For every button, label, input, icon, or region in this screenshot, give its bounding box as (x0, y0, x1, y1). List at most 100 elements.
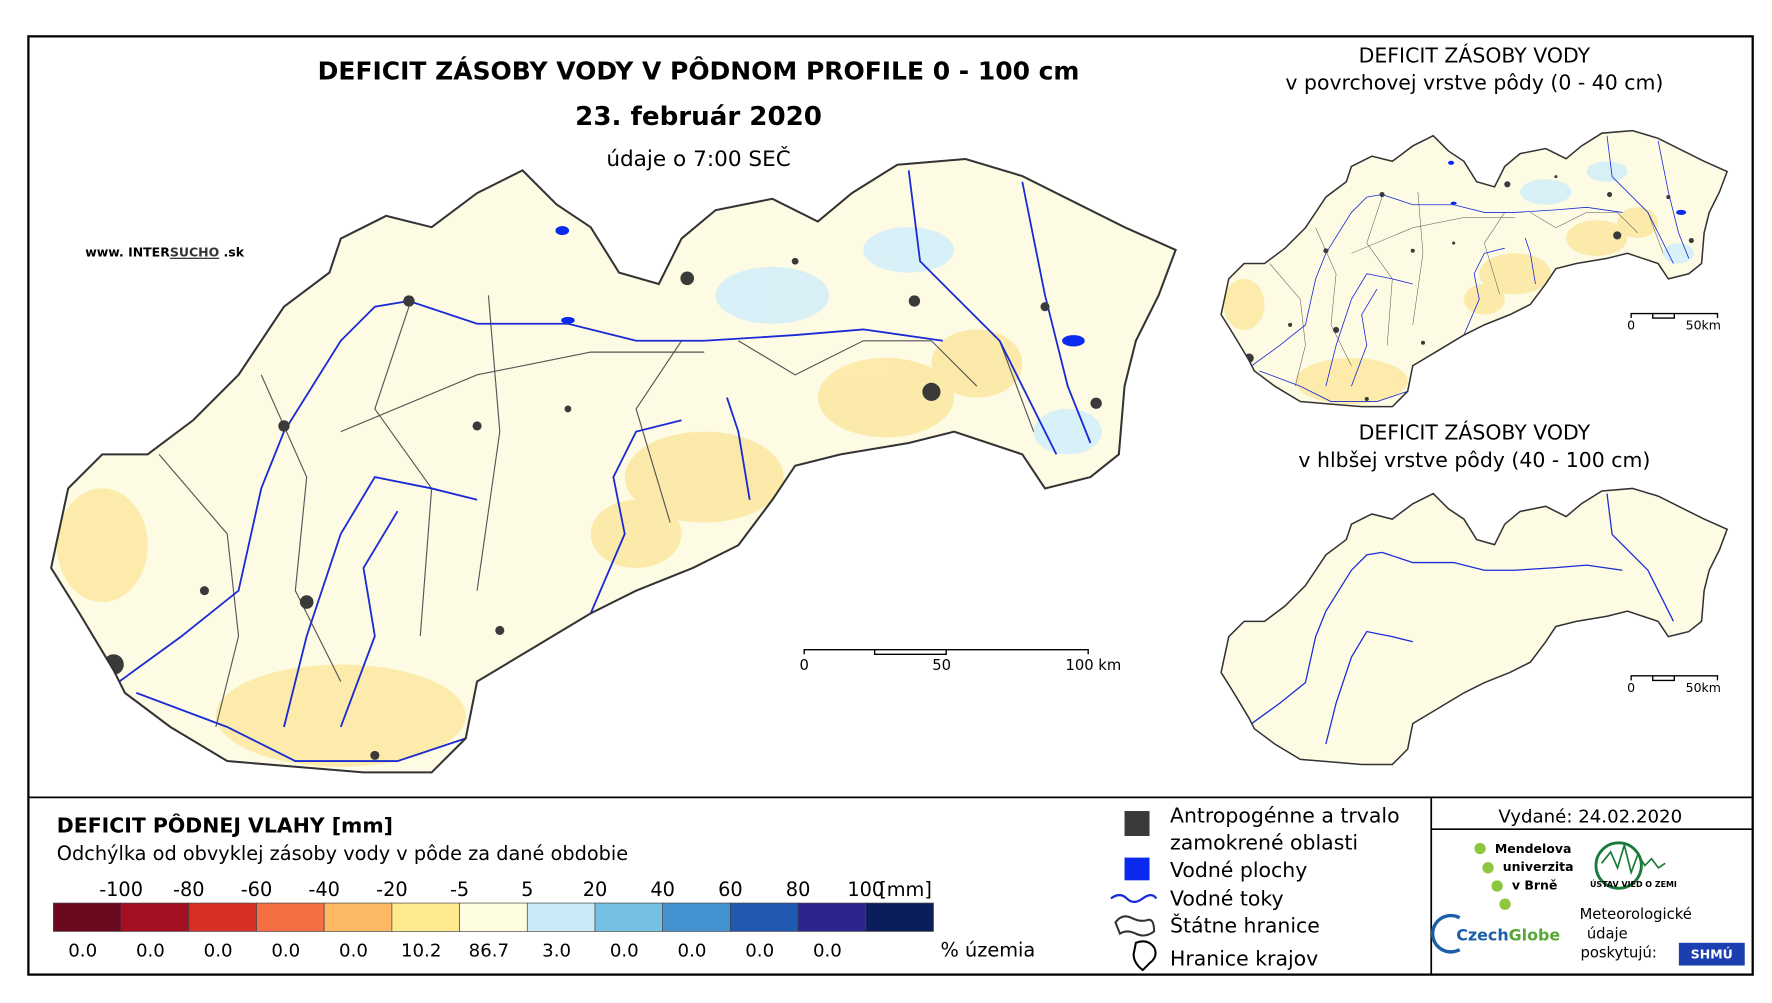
inset-subtitle: v hlbšej vrstve pôdy (40 - 100 cm) (1298, 448, 1650, 472)
inset-map (1220, 487, 1728, 766)
scale-bar-part (873, 649, 947, 655)
scale-tick-label: 100 (847, 878, 884, 901)
logo-text: Globe (1509, 926, 1561, 945)
color-swatch (865, 902, 934, 932)
logo-ustav-graphic-part (1600, 841, 1666, 876)
logo-text: univerzita (1503, 859, 1574, 874)
scale-tick-label: -40 (308, 878, 340, 901)
feature-label-line: zamokrené oblasti (1170, 831, 1358, 855)
area-percent: 0.0 (745, 940, 774, 961)
area-percent: 0.0 (136, 940, 165, 961)
color-swatch (526, 902, 596, 932)
map-time: údaje o 7:00 SEČ (606, 146, 791, 172)
feature-label: Štátne hranice (1170, 913, 1320, 938)
inset-map-part-part (1606, 493, 1675, 622)
scale-label: 0 (1627, 680, 1635, 695)
scale-tick-label: -100 (99, 878, 143, 901)
scale-bar-part (1652, 675, 1675, 682)
color-swatch (53, 902, 122, 932)
mendel-dots-part (1499, 898, 1511, 910)
area-percent: 86.7 (469, 940, 509, 961)
feature-symbols-part (1124, 857, 1150, 881)
color-swatch (662, 902, 731, 932)
area-percent: 0.0 (610, 940, 639, 961)
logo-meteo: Meteorologické údaje poskytujú: (1580, 906, 1692, 962)
logo-czechglobe-arc (1430, 913, 1461, 954)
logo-ustav-graphic (1594, 841, 1666, 890)
color-scale: -100 -80 -60 -40 -20 -5 5 20 40 60 80 100[mm] 0.0 0.0… (53, 878, 1035, 961)
legend-subtitle: Odchýlka od obvyklej zásoby vody v pôde … (57, 842, 628, 865)
scale-tick-label: -5 (450, 878, 469, 901)
area-percent: 10.2 (401, 940, 441, 961)
issued-date: Vydané: 24.02.2020 (1498, 806, 1682, 827)
area-percent: 3.0 (542, 940, 571, 961)
color-swatch (594, 902, 664, 932)
color-swatch (459, 902, 528, 932)
scale-label: 0 (800, 657, 809, 674)
website-part: .sk (219, 245, 245, 260)
map-date: 23. február 2020 (575, 102, 822, 132)
logo-text: Mendelova (1495, 841, 1572, 856)
color-swatch (391, 902, 460, 932)
scale-tick-label: 20 (583, 878, 608, 901)
logo-text: Meteorologické (1580, 906, 1692, 923)
scale-tick-label: 40 (650, 878, 675, 901)
inset-subtitle: v povrchovej vrstve pôdy (0 - 40 cm) (1285, 71, 1663, 95)
logo-shmu-box (1678, 942, 1745, 966)
inset-map-part-part (1251, 551, 1383, 725)
feature-label: Vodné toky (1170, 886, 1284, 910)
color-swatch (323, 902, 393, 932)
scale-label: 50km (1686, 680, 1721, 695)
scale-label: 50km (1686, 317, 1721, 332)
feature-label: Vodné plochy (1170, 858, 1307, 882)
mendel-dots-part (1482, 862, 1494, 874)
color-swatch (120, 902, 190, 932)
mendel-dots-part (1474, 842, 1486, 855)
website-part: SUCHO (170, 245, 219, 260)
feature-symbols-part (1114, 915, 1156, 937)
inset-map-part (1251, 493, 1675, 745)
scale-label: 100 km (1065, 657, 1121, 674)
logo-mendel: Mendelova univerzita v Brně (1495, 841, 1574, 892)
feature-symbols-part (1110, 893, 1158, 904)
scale-unit: [mm] (879, 878, 932, 901)
scale-bar (803, 312, 1719, 682)
color-swatch (256, 902, 325, 932)
color-swatch (730, 902, 799, 932)
mendel-dots-part (1491, 880, 1503, 892)
color-swatch (797, 902, 867, 932)
inset-map-part-part (1325, 630, 1413, 745)
scale-bar-part (1652, 313, 1675, 319)
area-percent: 0.0 (68, 940, 97, 961)
feature-symbols-part (1124, 811, 1150, 837)
color-swatch (188, 902, 257, 932)
legend-title: DEFICIT PÔDNEJ VLAHY [mm] (57, 813, 393, 838)
scale-label: 50 (932, 657, 951, 674)
scale-tick-label: -80 (173, 878, 205, 901)
website-part: www. INTER (85, 245, 170, 260)
scale-tick-label: -60 (241, 878, 273, 901)
scale-label: 0 (1627, 317, 1635, 332)
feature-label-line: Antropogénne a trvalo (1170, 803, 1400, 827)
logo-ustav: ÚSTAV VIED O ZEMI (1590, 878, 1677, 889)
logo-ustav-graphic-part (1594, 841, 1643, 890)
area-percent: 0.0 (678, 940, 707, 961)
scale-tick-label: 5 (521, 878, 533, 901)
logo-text: poskytujú: (1580, 945, 1656, 962)
scale-tick-label: 60 (718, 878, 743, 901)
area-percent: 0.0 (339, 940, 368, 961)
logo-shmu: SHMÚ (1691, 947, 1733, 962)
area-percent: 0.0 (813, 940, 842, 961)
scale-tick-label: 80 (786, 878, 811, 901)
inset-title: DEFICIT ZÁSOBY VODY (1359, 420, 1591, 445)
area-percent: 0.0 (204, 940, 233, 961)
map-title: DEFICIT ZÁSOBY VODY V PÔDNOM PROFILE 0 -… (318, 56, 1080, 86)
scale-tick-label: -20 (376, 878, 408, 901)
inset-title: DEFICIT ZÁSOBY VODY (1359, 42, 1591, 67)
website: www. INTERSUCHO .sk (85, 245, 245, 260)
mendel-dots (1474, 842, 1511, 910)
logo-czechglobe: CzechGlobe (1456, 926, 1560, 945)
